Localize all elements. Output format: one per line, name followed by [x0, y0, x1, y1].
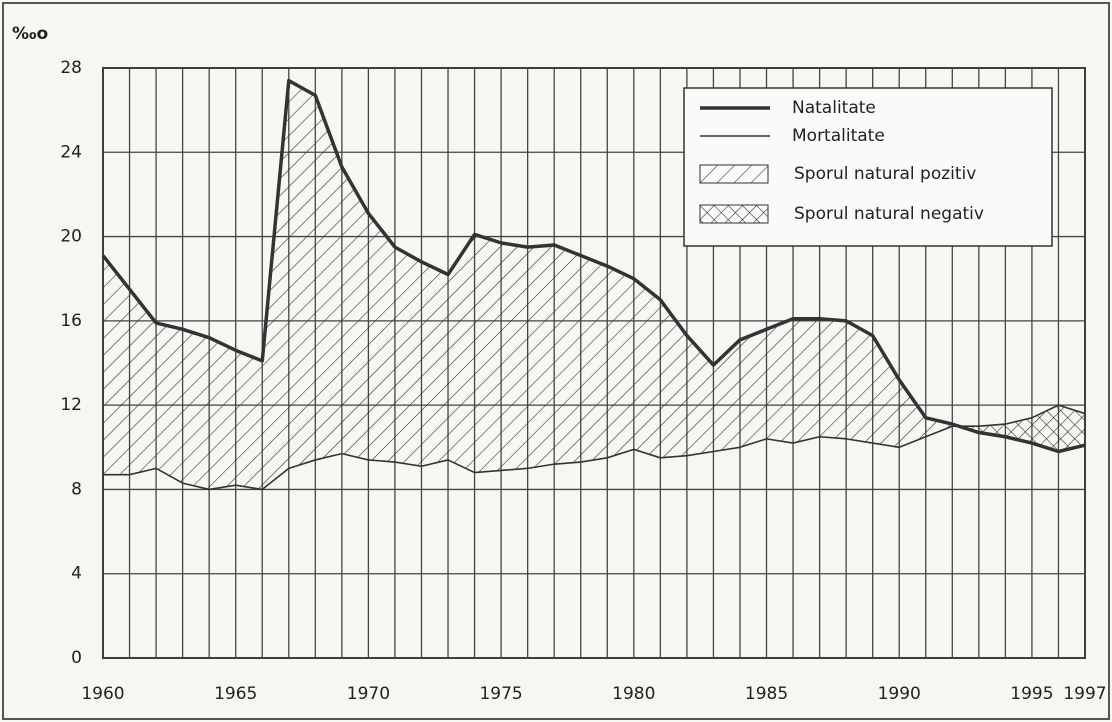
- x-tick-label: 1970: [347, 684, 390, 704]
- y-tick-label: 4: [71, 564, 82, 584]
- y-tick-label: 20: [60, 227, 82, 247]
- y-tick-label: 16: [60, 311, 82, 331]
- y-axis-label: ‰o: [12, 24, 48, 44]
- legend-label: Mortalitate: [792, 126, 885, 146]
- y-tick-label: 0: [71, 648, 82, 668]
- area-positive: [103, 80, 1085, 490]
- y-tick-label: 24: [60, 142, 82, 162]
- x-tick-label: 1980: [612, 684, 655, 704]
- legend-swatch: [699, 164, 769, 184]
- x-tick-label: 1985: [745, 684, 788, 704]
- legend-label: Natalitate: [792, 98, 876, 118]
- x-tick-label: 1997: [1063, 684, 1106, 704]
- x-tick-label: 1960: [81, 684, 124, 704]
- x-tick-label: 1995: [1010, 684, 1053, 704]
- y-tick-label: 12: [60, 395, 82, 415]
- legend-label: Sporul natural negativ: [794, 204, 984, 224]
- x-tick-label: 1990: [878, 684, 921, 704]
- x-tick-label: 1975: [479, 684, 522, 704]
- x-tick-label: 1965: [214, 684, 257, 704]
- legend-swatch: [699, 204, 769, 224]
- y-tick-label: 28: [60, 58, 82, 78]
- legend-label: Sporul natural pozitiv: [794, 164, 976, 184]
- y-tick-label: 8: [71, 479, 82, 499]
- series-line: [101, 78, 1086, 454]
- series-line: [103, 404, 1086, 491]
